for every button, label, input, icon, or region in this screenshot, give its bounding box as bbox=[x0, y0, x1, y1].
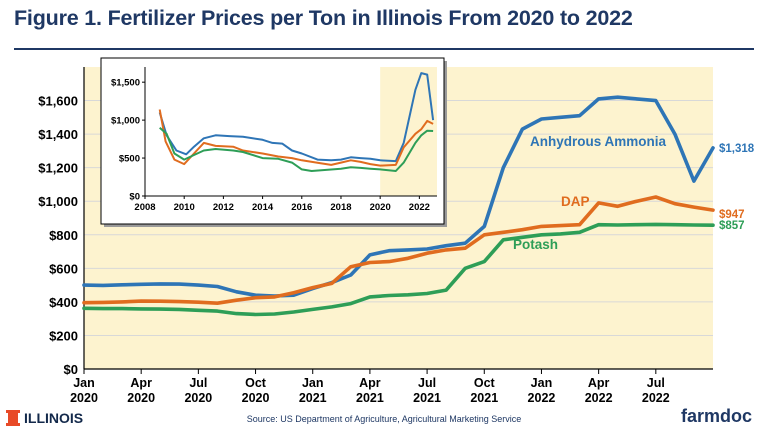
inset-series-line-anhydrous-ammonia bbox=[158, 72, 435, 163]
x-tick-month: Jan bbox=[302, 376, 324, 390]
x-tick-month: Oct bbox=[474, 376, 496, 390]
y-tick-label: $400 bbox=[49, 295, 78, 310]
x-tick-year: 2021 bbox=[470, 391, 498, 405]
inset-y-tick-label: $1,000 bbox=[111, 116, 140, 127]
series-end-label: $857 bbox=[719, 220, 745, 232]
x-tick-month: Jul bbox=[647, 376, 665, 390]
source-note: Source: US Department of Agriculture, Ag… bbox=[246, 414, 522, 424]
y-tick-label: $200 bbox=[49, 328, 78, 343]
x-tick-month: Apr bbox=[588, 376, 610, 390]
x-tick-year: 2022 bbox=[585, 391, 613, 405]
x-tick-month: Jan bbox=[531, 376, 553, 390]
y-tick-label: $1,400 bbox=[38, 127, 78, 142]
inset-y-tick-label: $0 bbox=[129, 192, 140, 203]
x-tick-month: Oct bbox=[245, 376, 267, 390]
series-end-label: $1,318 bbox=[719, 143, 755, 155]
x-tick-month: Apr bbox=[359, 376, 381, 390]
y-tick-label: $1,200 bbox=[38, 161, 78, 176]
inset-x-tick-label: 2014 bbox=[252, 202, 274, 213]
y-tick-label: $0 bbox=[64, 362, 78, 377]
inset-y-tick-label: $500 bbox=[119, 154, 140, 165]
series-line-anhydrous-ammonia bbox=[82, 95, 715, 298]
series-line-potash bbox=[82, 222, 715, 317]
x-tick-month: Apr bbox=[130, 376, 152, 390]
inset-x-tick-label: 2008 bbox=[134, 202, 155, 213]
page-title: Figure 1. Fertilizer Prices per Ton in I… bbox=[14, 6, 633, 30]
y-tick-label: $1,600 bbox=[38, 94, 78, 109]
series-name-label: Potash bbox=[513, 237, 558, 252]
x-tick-year: 2021 bbox=[299, 391, 327, 405]
inset-x-tick-label: 2012 bbox=[213, 202, 234, 213]
y-tick-label: $600 bbox=[49, 261, 78, 276]
illinois-block-i-icon bbox=[6, 410, 20, 426]
title-divider bbox=[14, 48, 754, 50]
x-tick-year: 2022 bbox=[528, 391, 556, 405]
x-tick-year: 2020 bbox=[70, 391, 98, 405]
y-tick-label: $800 bbox=[49, 228, 78, 243]
x-tick-month: Jul bbox=[189, 376, 207, 390]
x-tick-year: 2020 bbox=[127, 391, 155, 405]
x-tick-year: 2021 bbox=[413, 391, 441, 405]
x-tick-year: 2022 bbox=[642, 391, 670, 405]
illinois-logo: ILLINOIS bbox=[6, 410, 84, 426]
inset-x-tick-label: 2018 bbox=[330, 202, 351, 213]
x-tick-month: Jul bbox=[418, 376, 436, 390]
x-tick-year: 2021 bbox=[356, 391, 384, 405]
inset-x-tick-label: 2022 bbox=[409, 202, 430, 213]
inset-x-tick-label: 2020 bbox=[370, 202, 391, 213]
illinois-logo-text: ILLINOIS bbox=[24, 410, 84, 426]
series-line-dap bbox=[82, 195, 715, 306]
series-name-label: DAP bbox=[561, 194, 590, 209]
inset-y-tick-label: $1,500 bbox=[111, 78, 140, 89]
x-tick-year: 2020 bbox=[242, 391, 270, 405]
inset-series-line-potash bbox=[159, 126, 434, 172]
inset-x-tick-label: 2016 bbox=[291, 202, 312, 213]
series-name-label: Anhydrous Ammonia bbox=[530, 134, 667, 149]
farmdoc-brand: farmdoc bbox=[680, 406, 752, 426]
x-tick-year: 2020 bbox=[184, 391, 212, 405]
inset-series-line-dap bbox=[158, 109, 434, 167]
y-tick-label: $1,000 bbox=[38, 194, 78, 209]
series-end-label: $947 bbox=[719, 209, 745, 221]
inset-x-tick-label: 2010 bbox=[174, 202, 195, 213]
x-tick-month: Jan bbox=[73, 376, 95, 390]
